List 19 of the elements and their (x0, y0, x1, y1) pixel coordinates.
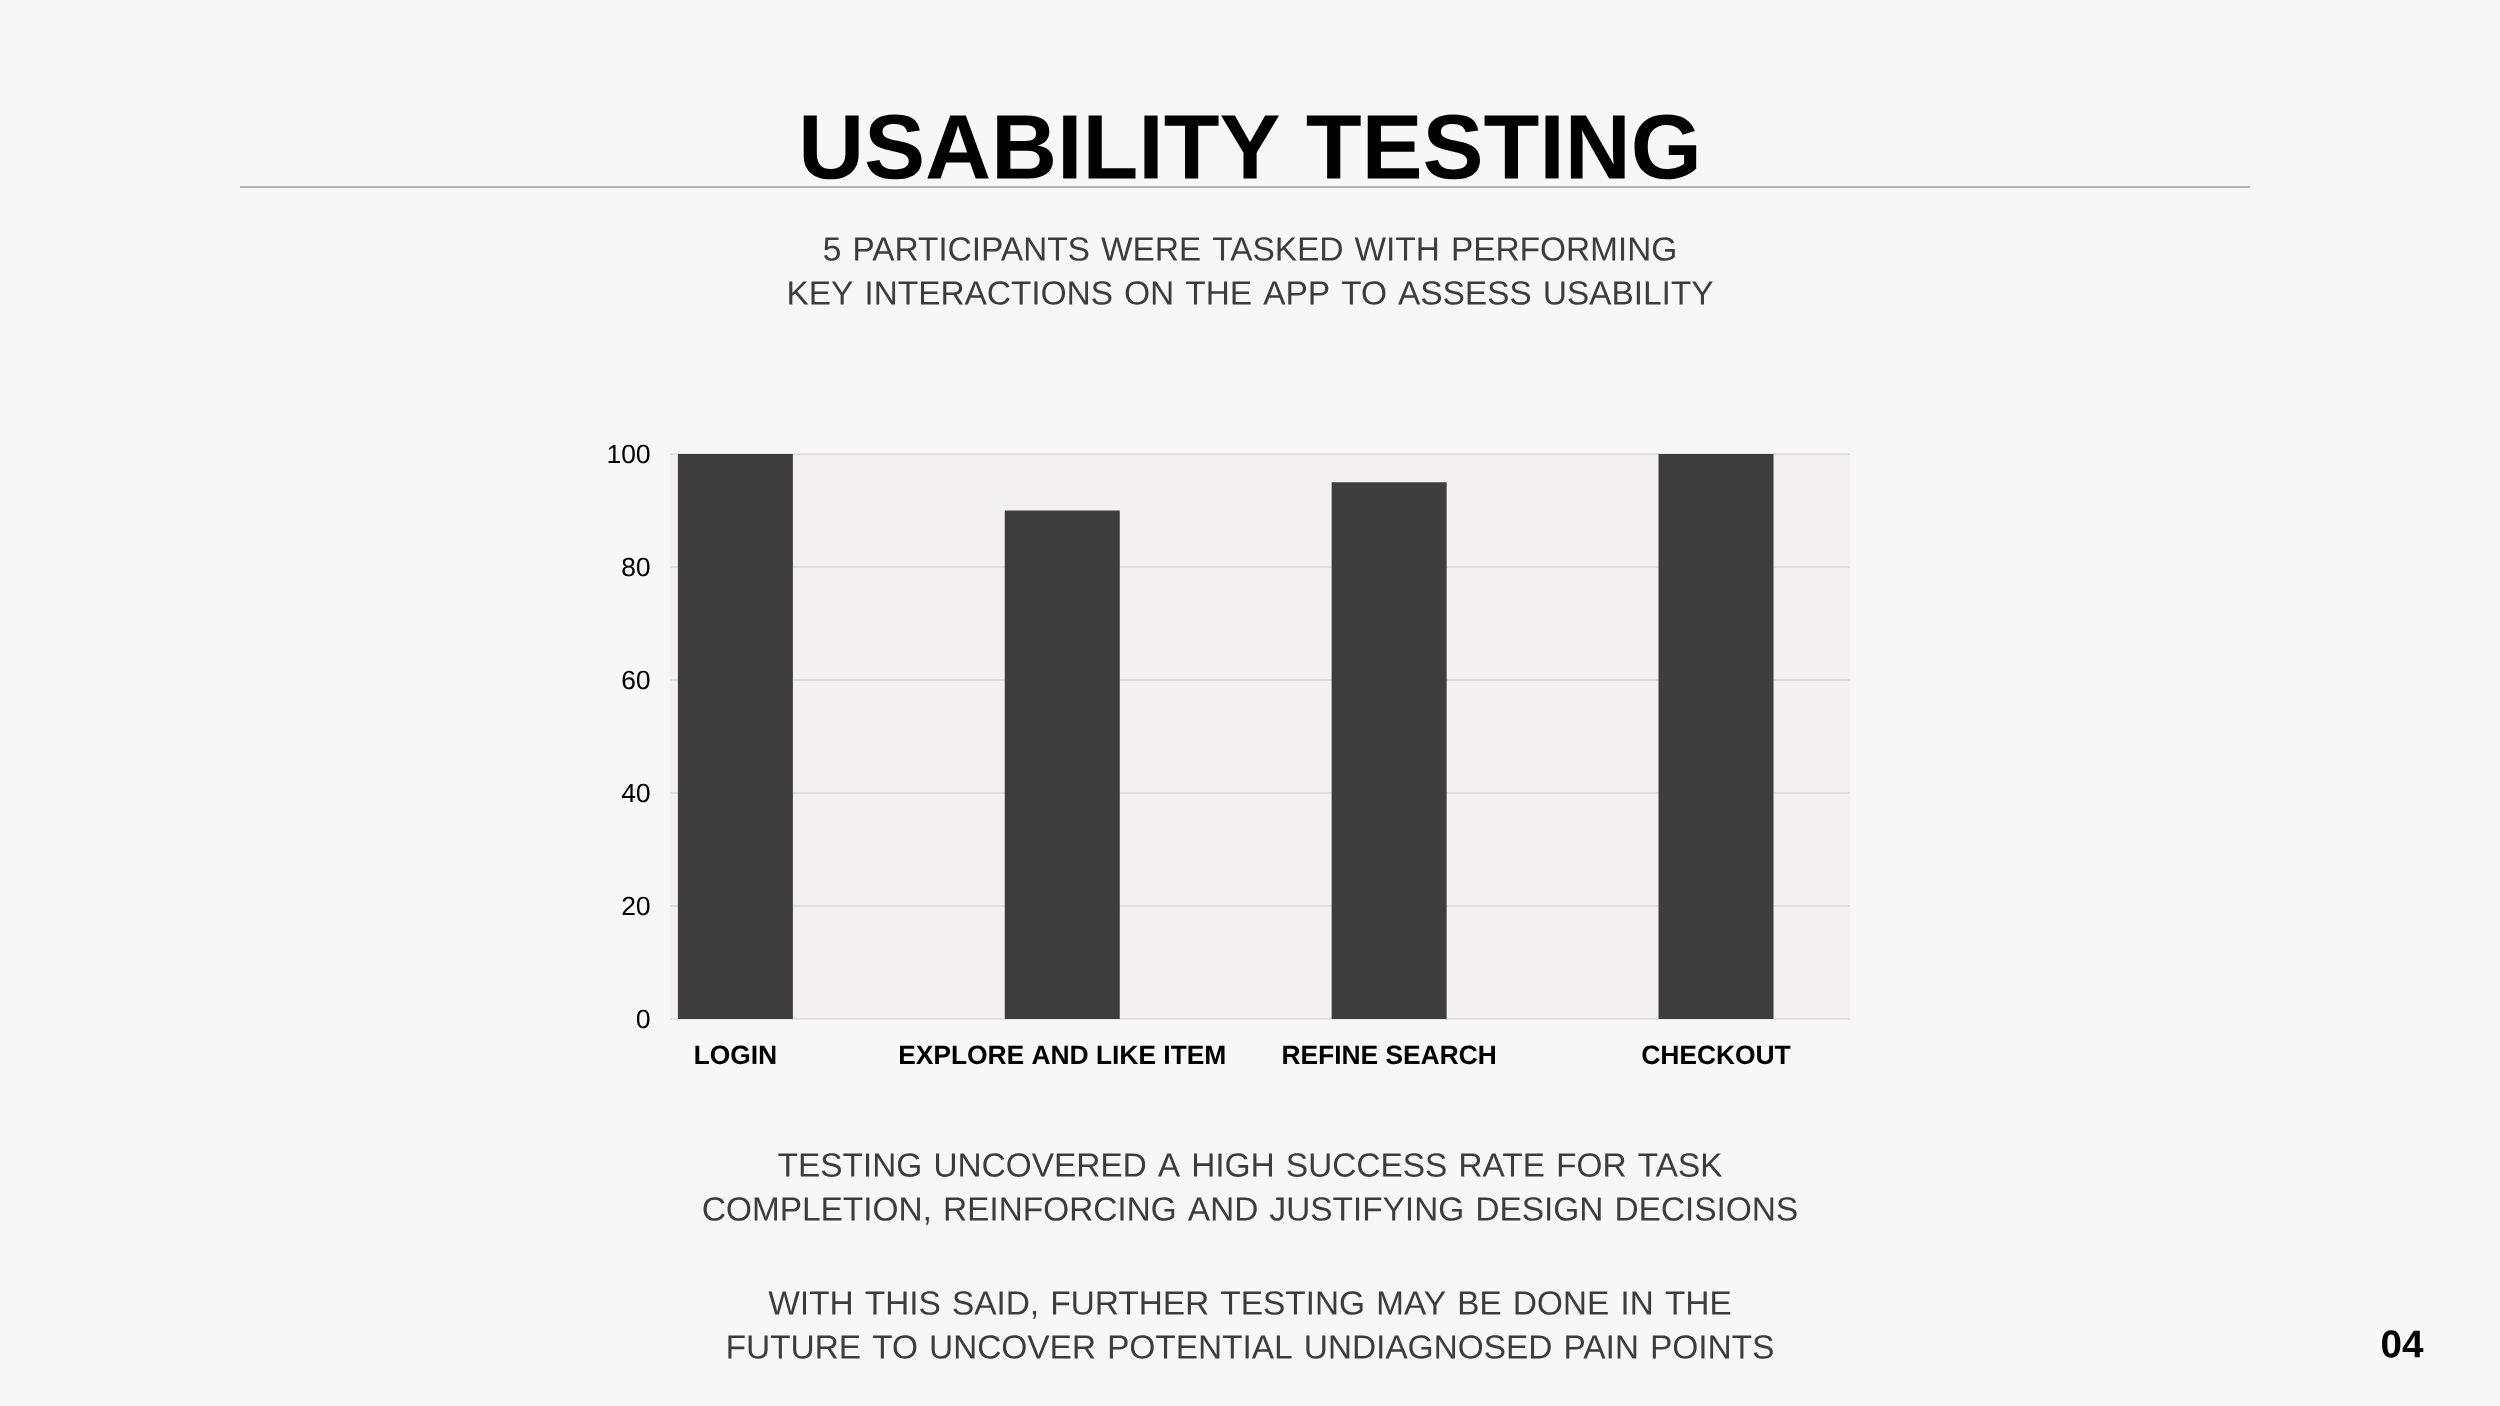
x-tick-label: EXPLORE AND LIKE ITEM (900, 1045, 1225, 1065)
text: WITH THIS SAID, FURTHER TESTING MAY BE DONE IN THE FUTURE TO UNCOVER POTENTIAL UNDIAGNOSED PAIN POINTS (728, 1291, 1773, 1359)
chart-subtitle: 5 PARTICIPANTS WERE TASKED WITH PERFORMING KEY INTERACTIONS ON THE APP TO ASSESS USABILITY (789, 237, 1713, 305)
bar (677, 454, 793, 1019)
y-tick-label: 40 (621, 783, 650, 803)
text: TESTING UNCOVERED A HIGH SUCCESS RATE FOR TASK COMPLETION, REINFORCING AND JUSTIFYING DESIGN DECISIONS (703, 1153, 1797, 1225)
chart-title: USABILITY TESTING (803, 114, 1697, 180)
bar (1004, 510, 1120, 1019)
y-tick-label: 100 (608, 444, 650, 464)
y-tick-label: 20 (622, 896, 650, 916)
text: 04 (2382, 1330, 2424, 1358)
bar (1331, 482, 1447, 1019)
x-tick-label: CHECKOUT (1642, 1045, 1791, 1065)
y-tick-label: 60 (622, 670, 650, 690)
x-tick-label: LOGIN (695, 1045, 776, 1065)
y-tick-label: 80 (622, 557, 650, 577)
bar (1658, 454, 1774, 1019)
x-tick-label: REFINE SEARCH (1283, 1045, 1495, 1065)
y-tick-label: 0 (636, 1009, 650, 1029)
